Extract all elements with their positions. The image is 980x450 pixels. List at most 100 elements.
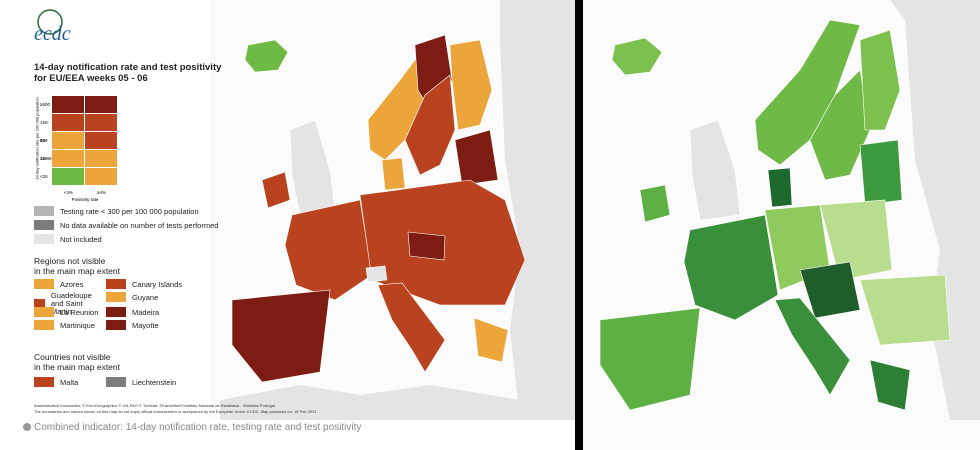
shape bbox=[869, 359, 911, 411]
legend-row: Malta bbox=[34, 377, 78, 387]
shape bbox=[231, 289, 331, 383]
shape bbox=[500, 0, 575, 420]
region-label: Madeira bbox=[132, 307, 160, 317]
heading-line: Regions not visible bbox=[34, 256, 106, 266]
right-map bbox=[583, 0, 980, 450]
shape bbox=[52, 150, 84, 167]
regions-heading: Regions not visible in the main map exte… bbox=[34, 256, 120, 276]
country-label: Liechtenstein bbox=[132, 377, 177, 387]
shape bbox=[52, 168, 84, 185]
region-label: Mayotte bbox=[132, 320, 159, 330]
shape bbox=[365, 265, 388, 283]
shape bbox=[454, 129, 499, 186]
legend-row: Azores bbox=[34, 279, 83, 289]
shape bbox=[859, 274, 951, 346]
legend-row: Liechtenstein bbox=[106, 377, 176, 387]
swatch bbox=[106, 377, 126, 387]
shape bbox=[449, 39, 493, 131]
region-label: Azores bbox=[60, 279, 84, 289]
tick: 150-499 bbox=[40, 120, 50, 143]
shape bbox=[284, 199, 373, 301]
caption: Combined indicator: 14-day notification … bbox=[34, 422, 361, 433]
swatch bbox=[34, 206, 54, 216]
swatch bbox=[34, 377, 54, 387]
shape bbox=[611, 37, 663, 76]
shape bbox=[683, 214, 779, 321]
country-label: Malta bbox=[60, 377, 79, 387]
legend-row: Testing rate < 300 per 100 000 populatio… bbox=[34, 206, 199, 216]
shape bbox=[244, 39, 289, 73]
shape bbox=[37, 9, 63, 35]
swatch bbox=[34, 320, 54, 330]
swatch bbox=[34, 234, 54, 244]
swatch bbox=[34, 220, 54, 230]
shape bbox=[859, 29, 901, 131]
shape bbox=[473, 317, 509, 363]
region-label: Martinique bbox=[60, 320, 96, 330]
heading-line: in the main map extent bbox=[34, 362, 120, 372]
shape bbox=[767, 167, 793, 208]
legend-row: Guadeloupe and Saint Martin bbox=[34, 292, 104, 316]
tick: <4% bbox=[63, 190, 74, 195]
tick: ≥4% bbox=[97, 190, 106, 195]
tick: 50-149 bbox=[40, 138, 48, 161]
region-label: Guyane bbox=[132, 292, 159, 302]
footnote: Administrative boundaries: © EuroGeograp… bbox=[34, 403, 317, 415]
shape bbox=[575, 0, 583, 450]
heading-line: in the main map extent bbox=[34, 266, 120, 276]
shape bbox=[799, 261, 861, 319]
shape bbox=[774, 297, 851, 396]
shape bbox=[85, 168, 117, 185]
shape bbox=[407, 231, 446, 261]
shape bbox=[52, 114, 84, 131]
shape bbox=[377, 282, 446, 373]
tick: ≥500 bbox=[40, 102, 50, 107]
shape bbox=[85, 132, 117, 149]
legend-label: Not included bbox=[60, 234, 102, 244]
matrix bbox=[52, 96, 117, 185]
swatch bbox=[34, 299, 45, 309]
legend-row: La Reunion bbox=[34, 307, 98, 317]
shape bbox=[261, 171, 291, 209]
left-map bbox=[210, 0, 575, 420]
title-line: for EU/EEA weeks 05 - 06 bbox=[34, 73, 148, 84]
footnote-line: The boundaries and names shown on this m… bbox=[34, 409, 317, 414]
region-label: Guadeloupe and Saint Martin bbox=[50, 291, 92, 316]
legend-row: Canary Islands bbox=[106, 279, 182, 289]
region-label: Canary Islands bbox=[132, 279, 183, 289]
shape bbox=[52, 96, 84, 113]
swatch bbox=[34, 279, 54, 289]
legend-row: Guyane bbox=[106, 292, 158, 302]
shape bbox=[639, 184, 671, 223]
axis-label: 14-day notification rate per 100 000 pop… bbox=[34, 97, 40, 180]
swatch bbox=[106, 292, 126, 302]
tick: <25 bbox=[40, 174, 48, 179]
legend-row: No data available on number of tests per… bbox=[34, 220, 218, 230]
tick: 25-49 bbox=[40, 156, 52, 161]
shape bbox=[52, 132, 84, 149]
title-line: 14-day notification rate and test positi… bbox=[34, 62, 222, 73]
legend-row: Madeira bbox=[106, 307, 159, 317]
matrix-x-ticks: <4% ≥4% bbox=[52, 190, 118, 195]
shape bbox=[859, 139, 903, 206]
swatch bbox=[34, 307, 54, 317]
title: 14-day notification rate and test positi… bbox=[34, 62, 221, 84]
shape bbox=[599, 307, 701, 411]
shape bbox=[890, 0, 980, 420]
legend-label: Testing rate < 300 per 100 000 populatio… bbox=[60, 206, 199, 216]
shape bbox=[220, 385, 575, 420]
legend-row: Martinique bbox=[34, 320, 95, 330]
legend-row: Not included bbox=[34, 234, 102, 244]
logo: ecdc bbox=[34, 23, 71, 45]
countries-heading: Countries not visible in the main map ex… bbox=[34, 352, 120, 372]
region-label: La Reunion bbox=[60, 307, 99, 317]
footnote-line: Administrative boundaries: © EuroGeograp… bbox=[34, 403, 276, 408]
shape bbox=[85, 114, 117, 131]
shape bbox=[85, 150, 117, 167]
legend-row: Mayotte bbox=[106, 320, 159, 330]
shape bbox=[819, 199, 893, 281]
shape bbox=[689, 119, 741, 221]
shape bbox=[23, 423, 31, 431]
matrix-x-label: Positivity rate bbox=[71, 197, 99, 202]
